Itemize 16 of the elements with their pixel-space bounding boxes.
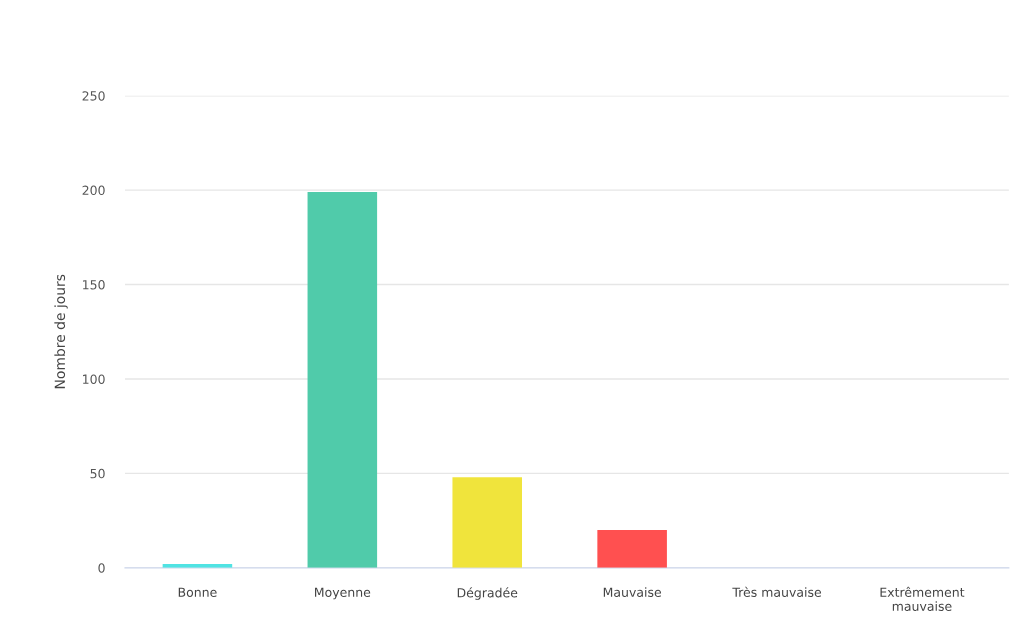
y-tick-label: 150 (83, 280, 105, 290)
y-tick-label: 50 (90, 468, 105, 479)
bar (452, 477, 523, 568)
x-tick-label: Très mauvaise (732, 586, 822, 597)
y-axis-title: Nombre de jours (54, 274, 68, 389)
y-tick-label: 250 (82, 91, 105, 101)
bar (597, 530, 667, 568)
y-tick-label: 100 (83, 374, 105, 384)
x-tick-label: Moyenne (315, 587, 371, 600)
bar (307, 192, 378, 568)
x-tick-label: Dégradée (457, 587, 518, 600)
x-tick-label: Bonne (178, 587, 217, 597)
y-tick-label: 200 (82, 185, 105, 196)
x-tick-label: Mauvaise (603, 587, 662, 597)
x-tick-label: Extrêmement mauvaise (880, 586, 965, 611)
y-tick-label: 0 (98, 563, 105, 573)
